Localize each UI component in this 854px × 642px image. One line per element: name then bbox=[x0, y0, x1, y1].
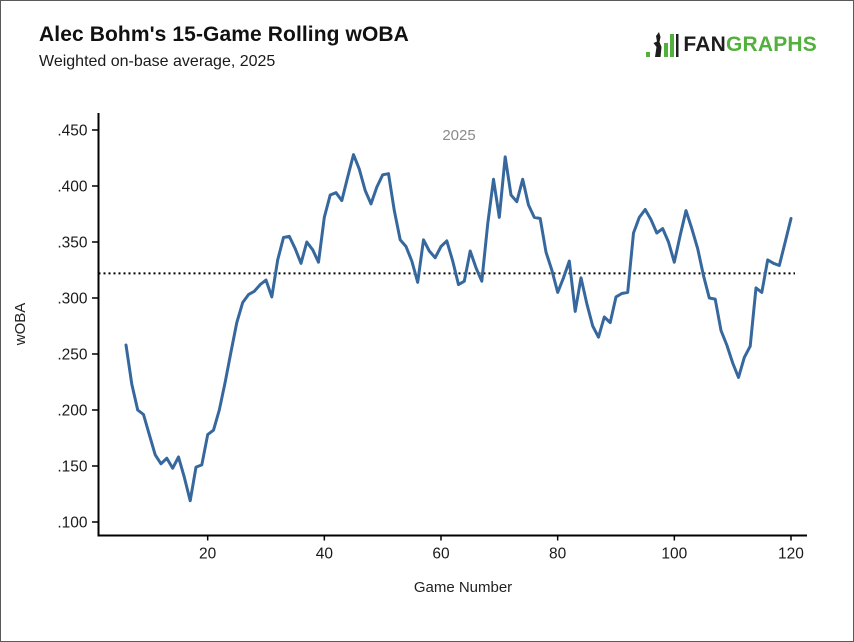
y-tick-label: .350 bbox=[57, 235, 88, 252]
y-tick-label: .300 bbox=[57, 291, 88, 308]
y-tick-label: .100 bbox=[57, 515, 88, 532]
logo-text-graphs: GRAPHS bbox=[725, 32, 817, 56]
fangraphs-logo: FAN GRAPHS bbox=[645, 31, 817, 58]
x-tick-label: 120 bbox=[778, 546, 804, 563]
page-title: Alec Bohm's 15-Game Rolling wOBA bbox=[39, 23, 409, 46]
y-tick-label: .450 bbox=[57, 123, 88, 140]
x-tick-label: 100 bbox=[661, 546, 687, 563]
page-subtitle: Weighted on-base average, 2025 bbox=[39, 53, 276, 70]
y-tick-label: .150 bbox=[57, 459, 88, 476]
x-tick-label: 20 bbox=[199, 546, 217, 563]
rolling-woba-series-line bbox=[124, 153, 793, 503]
y-tick-label: .400 bbox=[57, 179, 88, 196]
x-tick-label: 80 bbox=[549, 546, 567, 563]
logo-text-fan: FAN bbox=[683, 32, 726, 56]
x-tick-label: 40 bbox=[316, 546, 334, 563]
fangraphs-batter-icon bbox=[646, 32, 679, 57]
x-tick-label: 60 bbox=[432, 546, 450, 563]
y-tick-label: .200 bbox=[57, 403, 88, 420]
x-axis-title: Game Number bbox=[414, 579, 512, 596]
y-tick-label: .250 bbox=[57, 347, 88, 364]
series-label-2025: 2025 bbox=[442, 127, 475, 144]
y-axis-title: wOBA bbox=[12, 303, 29, 347]
